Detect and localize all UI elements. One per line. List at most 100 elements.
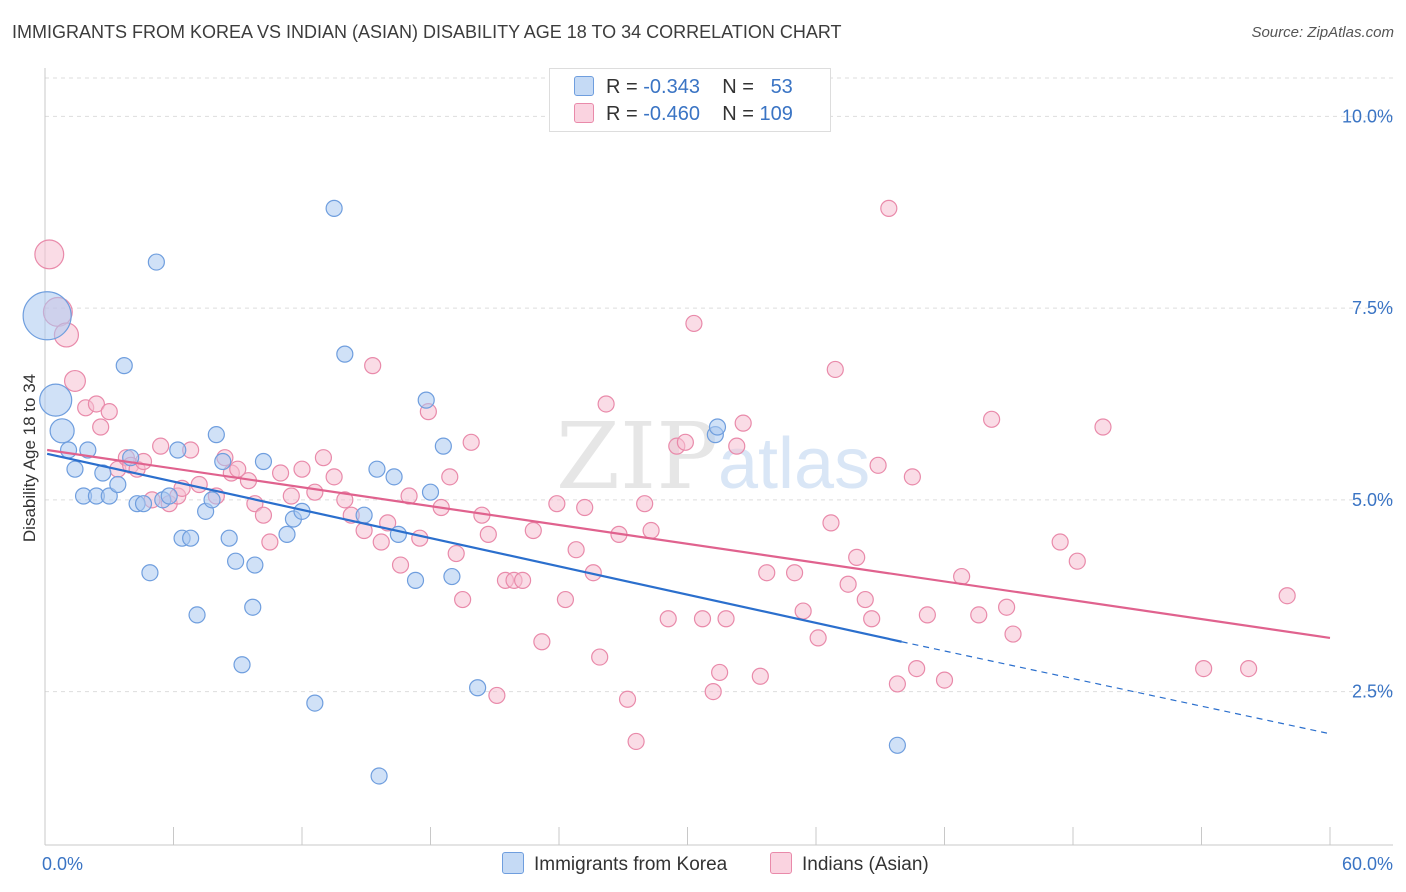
indian-point <box>908 659 926 678</box>
indian-point <box>711 663 729 682</box>
indian-point <box>751 667 769 685</box>
indian-swatch <box>574 103 594 123</box>
legend-r-value: -0.460 <box>643 103 700 125</box>
korea-point <box>115 357 133 375</box>
indian-point <box>970 606 988 624</box>
indian-point <box>685 314 703 333</box>
indian-point <box>513 571 532 589</box>
legend-n-label: N = <box>722 103 754 125</box>
korea-trend-extension <box>901 641 1331 735</box>
indian-point <box>636 495 654 513</box>
indian-point <box>983 410 1001 428</box>
indian-point <box>794 602 812 620</box>
watermark: ZIP atlas <box>556 403 870 510</box>
indian-point <box>325 468 343 486</box>
trend-lines <box>46 448 1331 735</box>
indian-point <box>87 395 106 413</box>
indian-point <box>364 357 382 375</box>
legend-n-value: 53 <box>770 76 793 98</box>
indian-point <box>190 475 208 494</box>
indian-point <box>822 514 840 532</box>
korea-point <box>79 441 97 459</box>
korea-point <box>109 475 127 494</box>
korea-point <box>188 606 206 624</box>
indian-point <box>533 633 551 651</box>
korea-point <box>336 345 354 363</box>
legend-row-korea: R = -0.343 N = 53 <box>574 76 793 98</box>
indian-point <box>411 529 429 547</box>
watermark-atlas: atlas <box>718 424 870 504</box>
korea-point <box>421 483 440 501</box>
korea-point <box>406 571 425 589</box>
indian-point <box>826 360 844 379</box>
indian-point <box>758 564 776 582</box>
korea-point <box>169 441 187 459</box>
korea-point <box>22 291 72 341</box>
korea-point <box>244 598 262 616</box>
indian-point <box>152 437 170 455</box>
korea-point <box>134 495 153 513</box>
korea-point <box>888 736 906 754</box>
indian-point <box>618 690 637 708</box>
korea-point <box>214 452 232 471</box>
indian-point <box>728 437 746 455</box>
indian-point <box>306 483 324 501</box>
indian-point <box>717 610 735 628</box>
indian-points <box>34 199 1296 751</box>
indian-point <box>704 682 722 701</box>
x-tick-label: 0.0% <box>42 854 83 874</box>
korea-point <box>203 491 221 509</box>
korea-point <box>39 383 73 417</box>
indian-point <box>1068 552 1086 570</box>
indian-point <box>1195 659 1213 678</box>
indian-point <box>1278 587 1296 605</box>
indian-point <box>693 610 712 628</box>
source-label: Source: ZipAtlas.com <box>1251 24 1394 41</box>
korea-point <box>182 529 200 547</box>
indian-point <box>856 590 874 609</box>
indian-point <box>254 506 273 524</box>
indian-point <box>848 548 866 566</box>
watermark-zip: ZIP <box>556 403 718 510</box>
korea-point <box>254 452 273 471</box>
indian-point <box>479 525 497 543</box>
indian-point <box>935 671 954 689</box>
legend-label-korea: Immigrants from Korea <box>534 854 728 875</box>
korea-point <box>434 437 452 455</box>
indian-point <box>336 491 354 509</box>
legend-r-label: R = <box>606 76 638 98</box>
legend-n-value: 109 <box>759 103 793 125</box>
indian-point <box>809 629 827 647</box>
korea-point <box>278 525 296 543</box>
chart-title: IMMIGRANTS FROM KOREA VS INDIAN (ASIAN) … <box>12 22 842 42</box>
indian-point <box>567 541 585 559</box>
indian-point <box>903 468 921 486</box>
korea-point <box>325 199 343 217</box>
grid-layer <box>45 77 1393 693</box>
legend-r-value: -0.343 <box>643 76 700 98</box>
korea-point <box>417 391 435 409</box>
x-tick-label: 60.0% <box>1342 854 1393 874</box>
korea-legend-swatch <box>502 852 524 874</box>
indian-point <box>1094 418 1112 436</box>
indian-trend-line <box>46 448 1331 639</box>
indian-point <box>1004 625 1022 643</box>
y-tick-label: 10.0% <box>1342 106 1393 126</box>
indian-point <box>659 610 677 628</box>
indian-legend-swatch <box>770 852 792 874</box>
korea-point <box>227 552 245 570</box>
indian-point <box>734 414 752 432</box>
korea-points <box>22 199 906 785</box>
indian-point <box>880 199 898 217</box>
y-tick-label: 7.5% <box>1352 298 1393 318</box>
indian-point <box>441 468 459 486</box>
indian-point <box>888 675 906 693</box>
tick-labels: 2.5% 5.0% 7.5% 10.0% 0.0% 60.0% <box>42 106 1393 874</box>
korea-swatch <box>574 76 594 96</box>
legend-item-indian: Indians (Asian) <box>770 852 929 876</box>
legend-row-indian: R = -0.460 N = 109 <box>574 103 793 125</box>
korea-point <box>246 556 264 574</box>
indian-point <box>1051 533 1069 551</box>
korea-point <box>59 441 78 459</box>
